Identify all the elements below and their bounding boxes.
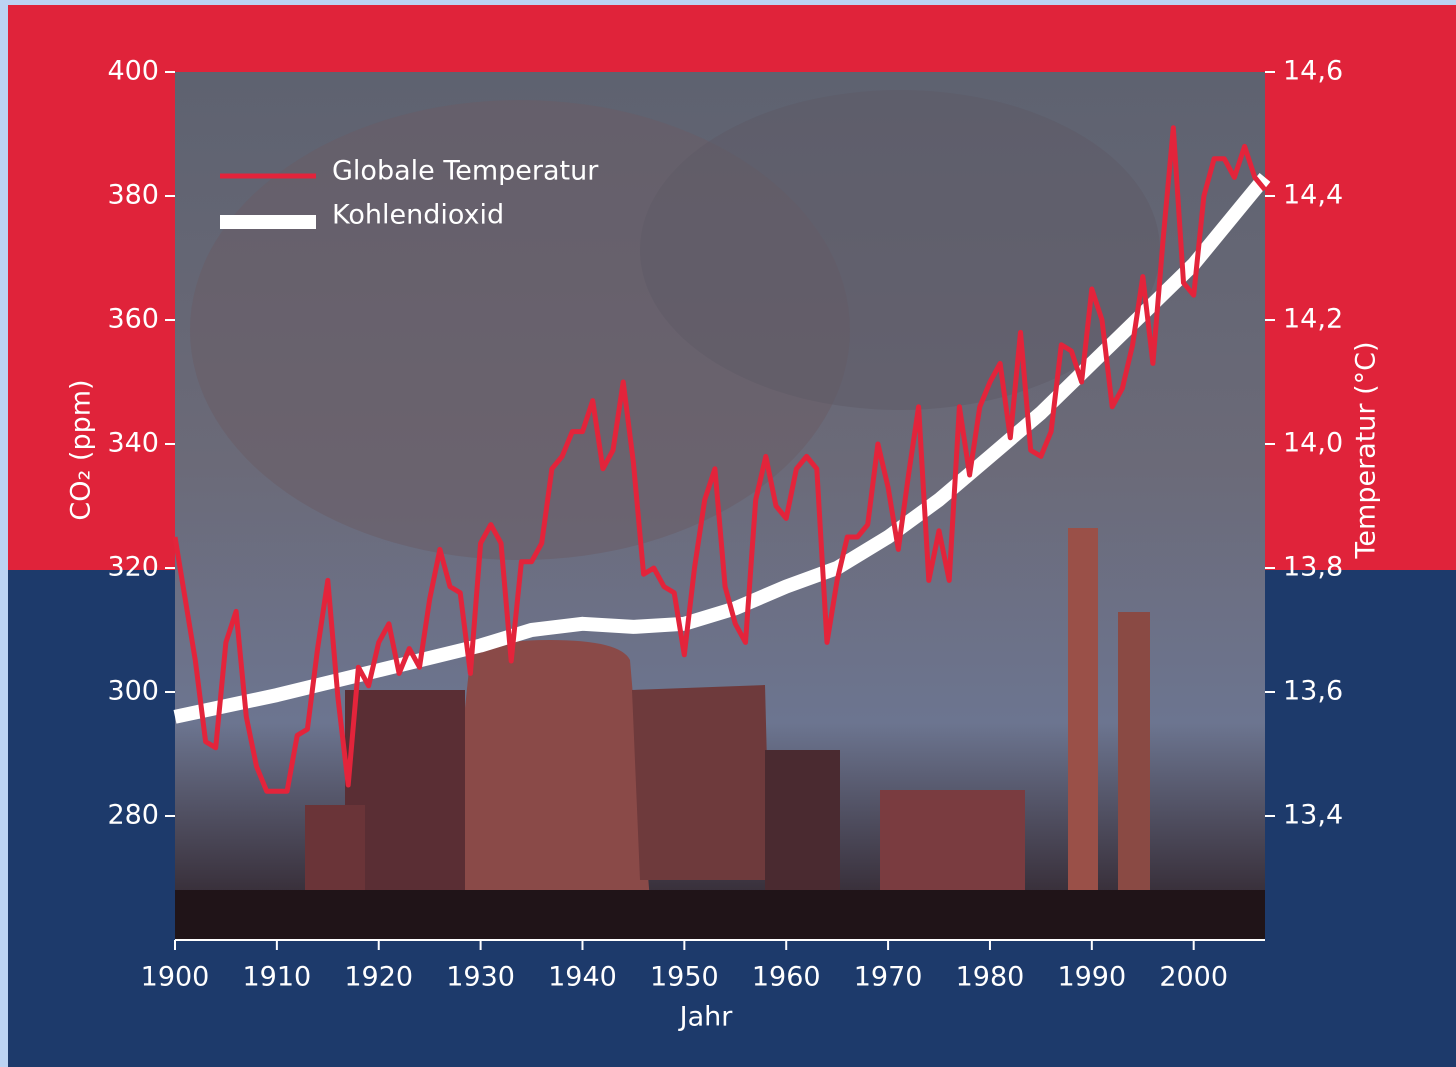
x-tick-label: 1970: [854, 962, 923, 993]
y2-tick-label: 14,0: [1283, 428, 1343, 459]
photo: [175, 72, 1265, 940]
y2-tick-label: 14,6: [1283, 56, 1343, 87]
y2-tick-label: 14,2: [1283, 304, 1343, 335]
legend-label: Kohlendioxid: [332, 200, 504, 231]
x-tick-label: 1990: [1057, 962, 1126, 993]
y2-tick-label: 13,4: [1283, 800, 1343, 831]
x-tick-label: 1920: [344, 962, 413, 993]
y-tick-label: 340: [107, 428, 159, 459]
x-tick-label: 1910: [243, 962, 312, 993]
x-axis-label: Jahr: [678, 1002, 734, 1033]
y-axis-label: CO₂ (ppm): [66, 379, 97, 520]
x-tick-label: 2000: [1159, 962, 1228, 993]
y-tick-label: 360: [107, 304, 159, 335]
x-tick-label: 1940: [548, 962, 617, 993]
y-tick-label: 280: [107, 800, 159, 831]
x-tick-label: 1900: [141, 962, 210, 993]
x-tick-label: 1950: [650, 962, 719, 993]
y-tick-label: 380: [107, 180, 159, 211]
x-tick-label: 1930: [446, 962, 515, 993]
y2-tick-label: 14,4: [1283, 180, 1343, 211]
y2-tick-label: 13,6: [1283, 676, 1343, 707]
y-tick-label: 400: [107, 56, 159, 87]
series-line: [172, 125, 1267, 794]
x-tick-label: 1960: [752, 962, 821, 993]
legend-label: Globale Temperatur: [332, 156, 599, 187]
y2-tick-label: 13,8: [1283, 552, 1343, 583]
y-tick-label: 300: [107, 676, 159, 707]
x-tick-label: 1980: [956, 962, 1025, 993]
y2-axis-label: Temperatur (°C): [1351, 341, 1382, 559]
y-tick-label: 320: [107, 552, 159, 583]
